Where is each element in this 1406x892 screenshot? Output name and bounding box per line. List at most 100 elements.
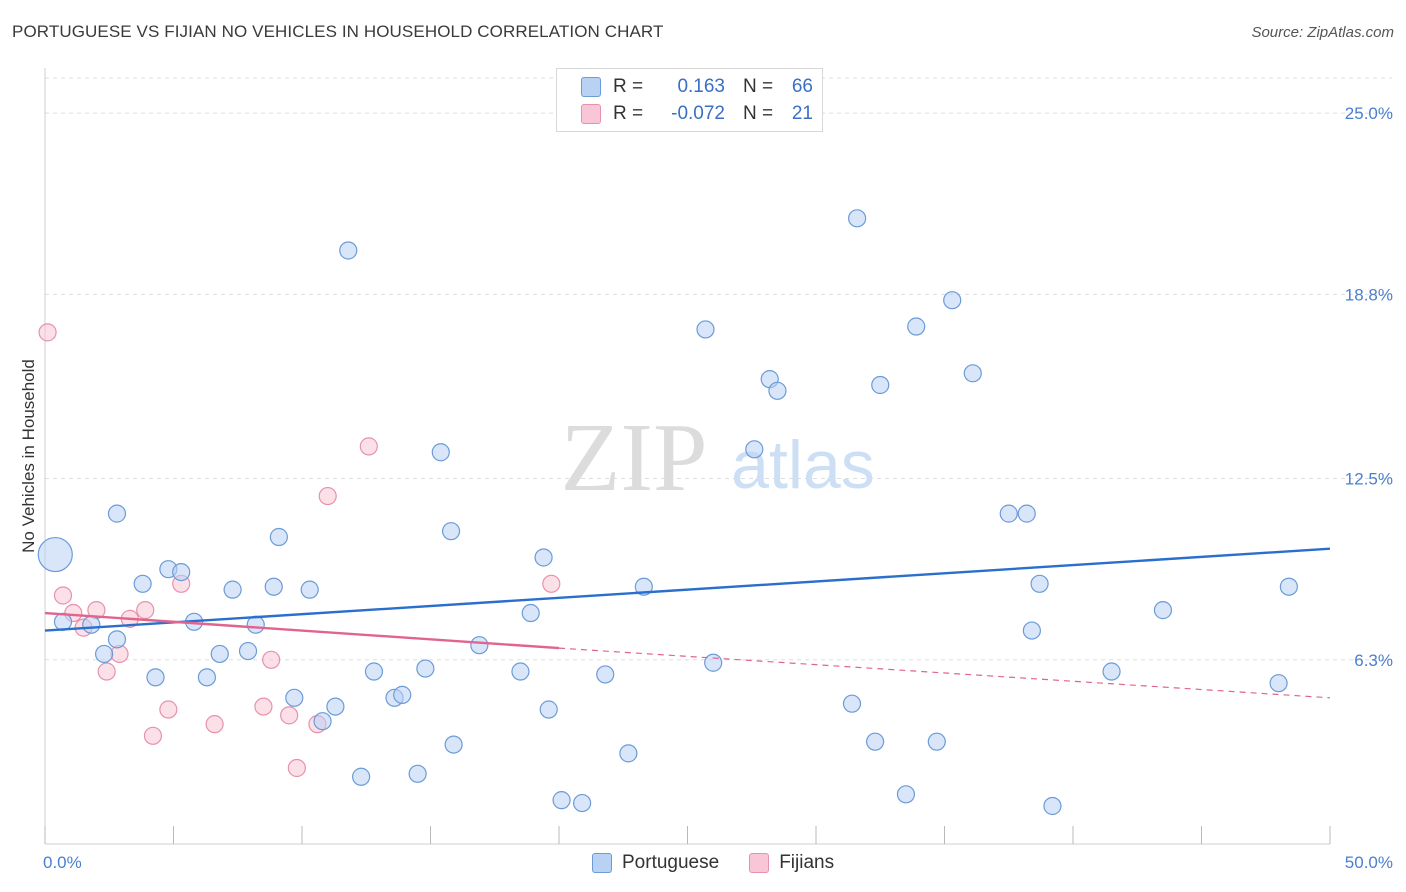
portuguese-point <box>107 630 127 649</box>
portuguese-point <box>534 548 553 567</box>
chart-title: PORTUGUESE VS FIJIAN NO VEHICLES IN HOUS… <box>12 22 664 41</box>
fijian-swatch <box>581 104 601 124</box>
fijian-point <box>97 662 116 681</box>
portuguese-point <box>470 636 489 655</box>
portuguese-point <box>1043 796 1062 816</box>
portuguese-point <box>696 320 715 339</box>
portuguese-point <box>313 712 332 731</box>
watermark-atlas: atlas <box>731 427 875 503</box>
portuguese-point <box>768 381 787 400</box>
portuguese-point <box>146 668 165 687</box>
portuguese-point <box>393 685 412 704</box>
y-tick-label: 18.8% <box>1345 285 1393 304</box>
legend-row-fijian: R = -0.072 N = 21 <box>581 102 813 126</box>
portuguese-point <box>210 644 229 664</box>
portuguese-point <box>444 735 463 754</box>
portuguese-point <box>441 522 461 541</box>
axes <box>44 68 1331 845</box>
fijian-trend-extension <box>558 647 1331 699</box>
fijian-point <box>53 586 73 605</box>
portuguese-point <box>552 791 571 810</box>
chart-source: Source: ZipAtlas.com <box>1251 24 1394 41</box>
portuguese-swatch <box>581 77 601 97</box>
portuguese-point <box>95 644 114 664</box>
legend-item-portuguese: Portuguese <box>592 852 719 874</box>
portuguese-point <box>269 527 288 547</box>
fijian-point <box>143 726 163 745</box>
fijian-swatch <box>749 853 770 873</box>
portuguese-point <box>408 764 427 783</box>
portuguese-point <box>1030 574 1049 593</box>
portuguese-point <box>866 732 885 751</box>
portuguese-point <box>431 443 450 462</box>
legend-n-label: N = <box>743 103 774 124</box>
fijian-point <box>159 700 178 719</box>
portuguese-point <box>1102 662 1121 681</box>
portuguese-point <box>596 665 615 684</box>
portuguese-point <box>197 668 217 687</box>
watermark-zip: ZIP <box>561 404 708 512</box>
portuguese-point <box>871 375 890 395</box>
legend-n-value: 21 <box>791 103 813 124</box>
portuguese-point <box>172 562 191 582</box>
fijian-points <box>38 323 561 778</box>
portuguese-points <box>37 209 1298 816</box>
portuguese-point <box>300 580 319 599</box>
correlation-legend: R = 0.163 N = 66 R = -0.072 N = 21 <box>556 68 823 132</box>
portuguese-point <box>963 364 982 383</box>
portuguese-point <box>416 659 435 678</box>
x-tick-label: 50.0% <box>1345 853 1393 872</box>
fijian-point <box>262 650 281 669</box>
fijian-trend-line <box>44 611 560 650</box>
portuguese-point <box>326 697 345 716</box>
fijian-point <box>254 697 273 716</box>
fijian-point <box>205 715 224 734</box>
portuguese-point <box>842 694 862 713</box>
legend-n-value: 66 <box>791 76 813 97</box>
series-legend: Portuguese Fijians <box>592 852 864 874</box>
portuguese-point <box>364 662 384 681</box>
tick-labels: 6.3% 12.5% 18.8% 25.0% 0.0% 50.0% <box>43 104 1393 872</box>
portuguese-point <box>907 317 926 336</box>
portuguese-point <box>619 744 638 763</box>
legend-r-label: R = <box>613 76 644 97</box>
portuguese-point <box>1017 504 1036 523</box>
portuguese-point <box>1279 577 1298 596</box>
portuguese-point <box>107 504 127 523</box>
portuguese-point <box>539 700 558 719</box>
trend-lines <box>44 547 1331 699</box>
legend-r-value: -0.072 <box>671 103 725 124</box>
fijian-point <box>542 574 561 593</box>
portuguese-point <box>352 767 371 786</box>
grid-lines <box>45 77 1392 661</box>
legend-item-fijian: Fijians <box>749 852 834 874</box>
portuguese-point <box>339 241 358 260</box>
legend-label-fijian: Fijians <box>779 852 835 873</box>
portuguese-point <box>82 615 101 634</box>
portuguese-point <box>285 688 304 707</box>
portuguese-point <box>943 291 962 310</box>
portuguese-point <box>238 641 258 661</box>
legend-label-portuguese: Portuguese <box>622 852 720 873</box>
portuguese-point <box>1153 601 1173 620</box>
portuguese-point <box>704 653 723 672</box>
portuguese-point <box>848 209 867 228</box>
portuguese-point <box>223 580 242 599</box>
fijian-point <box>280 706 299 725</box>
portuguese-swatch <box>592 853 612 873</box>
y-tick-label: 12.5% <box>1345 470 1393 489</box>
legend-n-label: N = <box>743 76 774 97</box>
legend-row-portuguese: R = 0.163 N = 66 <box>581 75 813 99</box>
fijian-point <box>287 758 306 778</box>
fijian-point <box>136 601 155 620</box>
fijian-point <box>318 486 337 506</box>
y-tick-label: 6.3% <box>1354 651 1393 670</box>
portuguese-point <box>927 732 946 751</box>
x-tick-label: 0.0% <box>43 853 82 872</box>
portuguese-point <box>1269 674 1288 693</box>
portuguese-point <box>1022 621 1041 640</box>
portuguese-trend-line <box>44 547 1331 632</box>
portuguese-point <box>999 504 1018 523</box>
fijian-point <box>38 323 57 342</box>
